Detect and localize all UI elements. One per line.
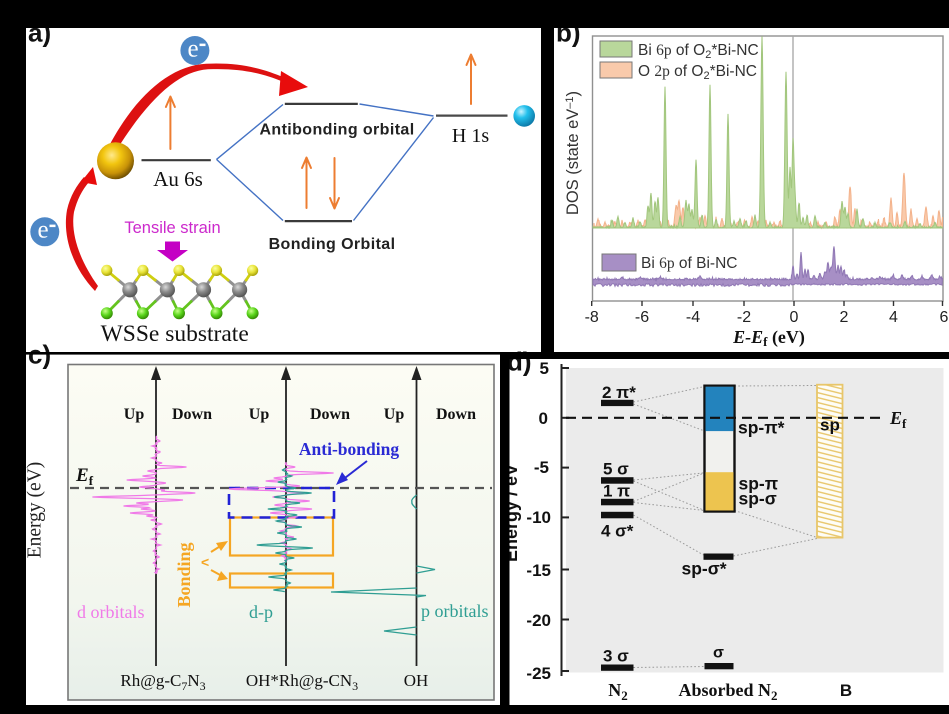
svg-text:Rh@g-C7N3: Rh@g-C7N3 (120, 671, 205, 693)
svg-text:Up: Up (384, 406, 405, 423)
svg-text:Up: Up (249, 406, 270, 423)
svg-text:-4: -4 (686, 309, 700, 326)
svg-text:sp-π*: sp-π* (738, 418, 785, 438)
svg-text:Tensile strain: Tensile strain (124, 219, 220, 237)
svg-text:H 1s: H 1s (452, 125, 489, 147)
svg-text:Energy (eV): Energy (eV) (25, 462, 46, 559)
svg-text:5 σ: 5 σ (603, 460, 629, 479)
svg-text:E-Ef (eV): E-Ef (eV) (732, 327, 805, 349)
svg-text:Bonding: Bonding (174, 542, 194, 607)
svg-text:Bi 6p of O2*Bi-NC: Bi 6p of O2*Bi-NC (638, 42, 759, 61)
svg-text:e: e (188, 36, 199, 63)
svg-text:sp: sp (820, 416, 840, 435)
svg-text:-25: -25 (526, 664, 551, 683)
svg-text:4: 4 (889, 309, 898, 326)
svg-text:2 π*: 2 π* (602, 383, 636, 402)
svg-text:Down: Down (172, 406, 212, 423)
svg-text:WSSe substrate: WSSe substrate (101, 321, 249, 347)
svg-text:-6: -6 (635, 309, 649, 326)
svg-text:d orbitals: d orbitals (77, 602, 145, 622)
svg-text:OH: OH (404, 671, 429, 690)
svg-text:DOS (state eV–1): DOS (state eV–1) (564, 91, 582, 215)
svg-text:Up: Up (124, 406, 145, 423)
svg-text:-20: -20 (526, 611, 551, 630)
svg-text:Down: Down (436, 406, 476, 423)
svg-text:Bonding Orbital: Bonding Orbital (269, 236, 396, 253)
svg-text:0: 0 (790, 309, 799, 326)
svg-text:sp-π: sp-π (739, 474, 779, 494)
svg-text:sp-σ: sp-σ (739, 489, 777, 509)
svg-text:-15: -15 (526, 561, 551, 580)
svg-text:sp-σ*: sp-σ* (681, 559, 726, 579)
svg-text:σ: σ (713, 645, 724, 662)
svg-text:OH*Rh@g-CN3: OH*Rh@g-CN3 (246, 671, 358, 693)
svg-text:a): a) (28, 18, 51, 48)
svg-text:-10: -10 (526, 508, 551, 527)
svg-text:Anti-bonding: Anti-bonding (299, 439, 399, 459)
svg-text:Bi 6p of Bi-NC: Bi 6p of Bi-NC (641, 255, 737, 272)
svg-text:<: < (201, 554, 209, 570)
svg-text:3 σ: 3 σ (603, 647, 629, 666)
svg-text:Antibonding orbital: Antibonding orbital (259, 122, 414, 139)
svg-text:e: e (38, 217, 49, 244)
svg-text:p orbitals: p orbitals (421, 601, 489, 621)
svg-text:-5: -5 (534, 458, 549, 477)
svg-text:Down: Down (310, 406, 350, 423)
svg-text:5: 5 (540, 359, 549, 378)
svg-text:1 π: 1 π (603, 482, 630, 501)
svg-text:-2: -2 (737, 309, 751, 326)
svg-text:d): d) (507, 347, 532, 377)
svg-text:-8: -8 (585, 309, 599, 326)
svg-text:Au 6s: Au 6s (153, 167, 203, 191)
svg-text:4 σ*: 4 σ* (601, 522, 634, 541)
svg-text:B: B (840, 681, 852, 700)
svg-text:0: 0 (539, 409, 548, 428)
svg-text:d-p: d-p (249, 602, 273, 622)
svg-text:Absorbed N2: Absorbed N2 (678, 680, 777, 703)
svg-text:6: 6 (940, 309, 949, 326)
svg-text:O 2p of O2*Bi-NC: O 2p of O2*Bi-NC (638, 63, 757, 82)
svg-text:b): b) (556, 18, 581, 48)
svg-text:2: 2 (840, 309, 849, 326)
